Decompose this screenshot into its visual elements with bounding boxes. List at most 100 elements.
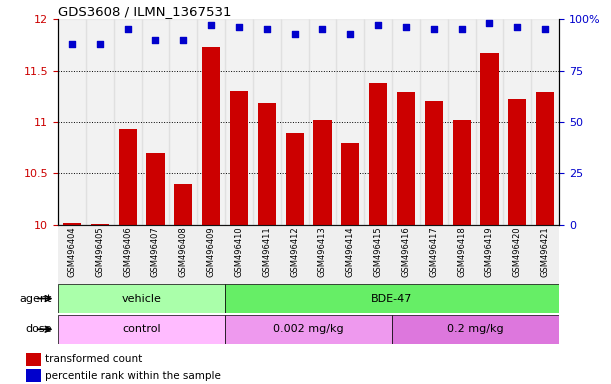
Bar xyxy=(508,99,526,225)
Point xyxy=(401,24,411,30)
Point xyxy=(457,26,467,33)
Point xyxy=(429,26,439,33)
Bar xyxy=(58,284,225,313)
Point xyxy=(262,26,272,33)
Bar xyxy=(536,92,554,225)
Bar xyxy=(91,223,109,225)
Bar xyxy=(114,19,142,225)
Bar xyxy=(309,19,337,225)
Text: vehicle: vehicle xyxy=(122,293,161,304)
Bar xyxy=(392,225,420,284)
Bar xyxy=(453,120,470,225)
Text: percentile rank within the sample: percentile rank within the sample xyxy=(45,371,221,381)
Bar xyxy=(369,83,387,225)
Bar xyxy=(142,225,169,284)
Text: BDE-47: BDE-47 xyxy=(371,293,413,304)
Text: GSM496411: GSM496411 xyxy=(262,227,271,277)
Point xyxy=(485,20,494,26)
Bar xyxy=(425,101,443,225)
Text: 0.2 mg/kg: 0.2 mg/kg xyxy=(447,324,504,334)
Text: GDS3608 / ILMN_1367531: GDS3608 / ILMN_1367531 xyxy=(58,5,232,18)
Bar xyxy=(480,53,499,225)
Text: GSM496418: GSM496418 xyxy=(457,227,466,277)
Text: dose: dose xyxy=(26,324,52,334)
Text: GSM496405: GSM496405 xyxy=(95,227,104,277)
Bar xyxy=(503,19,531,225)
Bar xyxy=(58,315,225,344)
Point xyxy=(67,41,77,47)
Bar xyxy=(225,225,253,284)
Bar xyxy=(313,120,332,225)
Bar xyxy=(280,225,309,284)
Point xyxy=(123,26,133,33)
Text: 0.002 mg/kg: 0.002 mg/kg xyxy=(273,324,344,334)
Bar xyxy=(448,225,475,284)
Bar xyxy=(392,315,559,344)
Text: transformed count: transformed count xyxy=(45,354,142,364)
Text: GSM496409: GSM496409 xyxy=(207,227,216,277)
Bar xyxy=(253,19,280,225)
Text: GSM496407: GSM496407 xyxy=(151,227,160,277)
Bar xyxy=(225,19,253,225)
Bar xyxy=(420,19,448,225)
Bar xyxy=(309,225,337,284)
Text: GSM496412: GSM496412 xyxy=(290,227,299,277)
Bar xyxy=(169,225,197,284)
Point xyxy=(178,37,188,43)
Bar xyxy=(337,225,364,284)
Bar xyxy=(58,19,86,225)
Text: GSM496421: GSM496421 xyxy=(541,227,550,277)
Text: GSM496420: GSM496420 xyxy=(513,227,522,277)
Point xyxy=(234,24,244,30)
Bar xyxy=(202,47,220,225)
Bar xyxy=(58,225,86,284)
Bar xyxy=(342,144,359,225)
Bar xyxy=(114,225,142,284)
Bar xyxy=(285,133,304,225)
Text: GSM496406: GSM496406 xyxy=(123,227,132,277)
Point xyxy=(318,26,327,33)
Bar xyxy=(364,225,392,284)
Bar xyxy=(86,19,114,225)
Bar xyxy=(253,225,280,284)
Bar xyxy=(531,19,559,225)
Bar xyxy=(280,19,309,225)
Bar xyxy=(63,223,81,225)
Text: GSM496416: GSM496416 xyxy=(401,227,411,277)
Text: GSM496415: GSM496415 xyxy=(374,227,382,277)
Text: GSM496417: GSM496417 xyxy=(430,227,438,277)
Bar xyxy=(531,225,559,284)
Bar xyxy=(197,225,225,284)
Point xyxy=(150,37,160,43)
Bar xyxy=(169,19,197,225)
Bar xyxy=(142,19,169,225)
Text: GSM496413: GSM496413 xyxy=(318,227,327,277)
Point xyxy=(373,22,383,28)
Bar xyxy=(147,153,164,225)
Bar xyxy=(475,19,503,225)
Bar xyxy=(230,91,248,225)
Bar xyxy=(86,225,114,284)
Bar xyxy=(448,19,475,225)
Bar xyxy=(420,225,448,284)
Bar xyxy=(337,19,364,225)
Point xyxy=(207,22,216,28)
Text: GSM496404: GSM496404 xyxy=(67,227,76,277)
Text: control: control xyxy=(122,324,161,334)
Point xyxy=(540,26,550,33)
Text: GSM496408: GSM496408 xyxy=(179,227,188,277)
Text: GSM496419: GSM496419 xyxy=(485,227,494,277)
Bar xyxy=(119,129,137,225)
Bar xyxy=(225,284,559,313)
Bar xyxy=(364,19,392,225)
Point xyxy=(95,41,104,47)
Bar xyxy=(197,19,225,225)
Bar xyxy=(225,315,392,344)
Bar xyxy=(174,184,192,225)
Bar xyxy=(475,225,503,284)
Point xyxy=(345,30,355,36)
Bar xyxy=(26,353,41,366)
Bar xyxy=(397,92,415,225)
Text: GSM496410: GSM496410 xyxy=(235,227,243,277)
Bar xyxy=(392,19,420,225)
